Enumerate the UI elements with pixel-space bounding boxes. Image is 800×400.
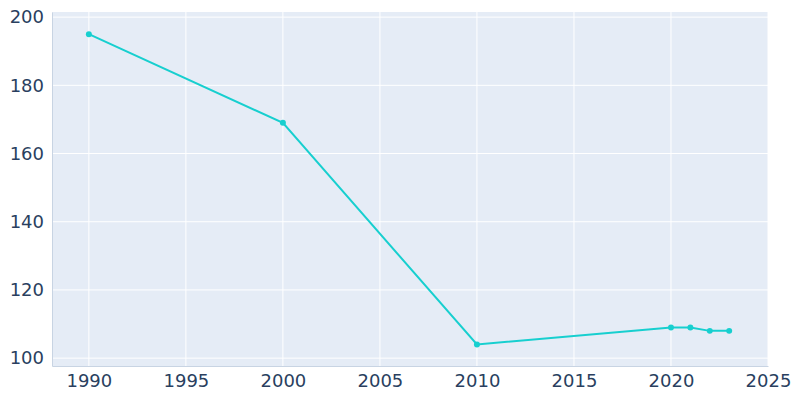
tick-label: 1995 <box>163 370 209 391</box>
plot-background <box>52 12 768 366</box>
tick-label: 2015 <box>552 370 598 391</box>
grid <box>52 12 768 366</box>
point <box>474 342 480 348</box>
point <box>86 31 92 37</box>
x-grid-line <box>282 12 283 366</box>
tick: 2005 <box>358 366 404 391</box>
tick-label: 200 <box>10 6 44 27</box>
axis-line <box>52 13 53 367</box>
tick-label: 180 <box>10 75 44 96</box>
tick: 100 <box>10 347 52 368</box>
plot: 1990 1995 2000 2005 2010 2015 2020 2025 100 120 14… <box>10 6 792 390</box>
tick: 2020 <box>649 366 695 391</box>
point <box>280 120 286 126</box>
tick: 200 <box>10 6 52 27</box>
tick-label: 1990 <box>66 370 112 391</box>
series <box>86 31 732 347</box>
x-axis: 1990 1995 2000 2005 2010 2015 2020 2025 <box>53 366 792 391</box>
y-grid-line <box>52 289 768 290</box>
y-grid-line <box>52 221 768 222</box>
tick-label: 2005 <box>358 370 404 391</box>
y-grid-line <box>52 153 768 154</box>
tick-label: 2025 <box>746 370 792 391</box>
tick: 140 <box>10 211 52 232</box>
x-grid-line <box>573 12 574 366</box>
y-axis: 100 120 140 160 180 200 <box>10 6 53 368</box>
tick-label: 2000 <box>260 370 306 391</box>
x-grid-line <box>476 12 477 366</box>
tick-label: 2010 <box>455 370 501 391</box>
tick: 2015 <box>552 366 598 391</box>
point <box>668 324 674 330</box>
axis-line <box>53 366 769 367</box>
x-grid-line <box>670 12 671 366</box>
tick-label: 120 <box>10 279 44 300</box>
x-grid-line <box>88 12 89 366</box>
x-grid-line <box>379 12 380 366</box>
tick: 180 <box>10 75 52 96</box>
tick: 1995 <box>163 366 209 391</box>
tick: 1990 <box>66 366 112 391</box>
tick: 120 <box>10 279 52 300</box>
tick: 160 <box>10 143 52 164</box>
tick-label: 100 <box>10 347 44 368</box>
y-grid-line <box>52 358 768 359</box>
tick: 2010 <box>455 366 501 391</box>
x-grid-line <box>185 12 186 366</box>
point <box>726 328 732 334</box>
y-grid-line <box>52 17 768 18</box>
x-grid-line <box>768 12 769 366</box>
y-grid-line <box>52 85 768 86</box>
point <box>687 324 693 330</box>
point <box>707 328 713 334</box>
tick-label: 2020 <box>649 370 695 391</box>
tick: 2025 <box>746 366 792 391</box>
chart: 1990 1995 2000 2005 2010 2015 2020 2025 100 120 14… <box>0 0 800 400</box>
line <box>89 34 729 344</box>
tick: 2000 <box>260 366 306 391</box>
tick-label: 140 <box>10 211 44 232</box>
tick-label: 160 <box>10 143 44 164</box>
